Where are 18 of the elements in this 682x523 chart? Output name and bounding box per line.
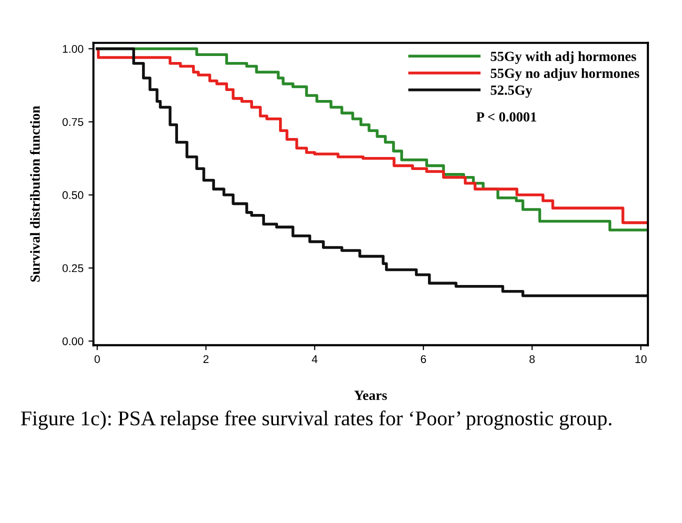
x-tick-label: 0 [94,355,100,364]
y-tick-label: 0.75 [62,118,84,126]
x-tick-label: 2 [203,355,208,363]
x-tick-label: 4 [312,355,318,363]
x-axis-title: Years [354,390,387,400]
y-tick-label: 0.00 [62,337,84,346]
caption: Figure 1c): PSA relapse free survival rates for ‘Poor’ prognostic group. [21,410,612,430]
y-axis-title: Survival distribution function [30,106,40,282]
y-tick-label: 0.25 [62,264,84,272]
x-tick-label: 6 [420,355,426,364]
y-tick-label: 0.50 [62,191,84,200]
legend-label: 55Gy no adjuv hormones [490,68,640,81]
y-tick-label: 1.00 [62,45,84,53]
legend-label: 52.5Gy [490,86,532,98]
x-tick-label: 10 [636,355,647,364]
annotation: P < 0.0001 [476,112,536,122]
x-tick-label: 8 [530,355,535,364]
legend-label: 55Gy with adj hormones [490,51,636,64]
